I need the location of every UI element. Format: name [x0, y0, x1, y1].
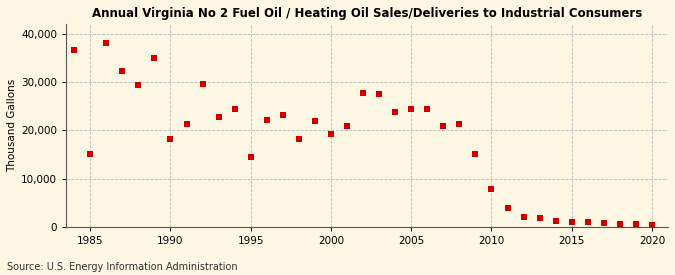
Point [149, 56, 160, 60]
Point [213, 115, 224, 119]
Point [342, 124, 352, 128]
Point [389, 110, 400, 115]
Point [181, 122, 192, 127]
Point [325, 132, 336, 136]
Point [566, 219, 577, 224]
Point [230, 106, 240, 111]
Point [406, 107, 416, 111]
Point [502, 205, 513, 210]
Point [374, 91, 385, 96]
Point [165, 137, 176, 141]
Point [261, 117, 272, 122]
Point [583, 220, 593, 224]
Point [294, 137, 304, 141]
Y-axis label: Thousand Gallons: Thousand Gallons [7, 79, 17, 172]
Point [486, 187, 497, 191]
Point [518, 215, 529, 219]
Point [470, 152, 481, 157]
Point [101, 41, 111, 45]
Point [647, 222, 657, 227]
Point [534, 216, 545, 221]
Point [630, 222, 641, 226]
Point [277, 113, 288, 117]
Point [85, 151, 96, 156]
Point [438, 124, 449, 129]
Point [550, 219, 561, 223]
Point [614, 221, 625, 226]
Point [422, 106, 433, 111]
Point [133, 83, 144, 87]
Point [117, 69, 128, 73]
Point [197, 82, 208, 87]
Point [599, 221, 610, 225]
Point [310, 119, 321, 123]
Title: Annual Virginia No 2 Fuel Oil / Heating Oil Sales/Deliveries to Industrial Consu: Annual Virginia No 2 Fuel Oil / Heating … [92, 7, 642, 20]
Point [454, 122, 465, 127]
Text: Source: U.S. Energy Information Administration: Source: U.S. Energy Information Administ… [7, 262, 238, 272]
Point [358, 91, 369, 95]
Point [69, 47, 80, 52]
Point [245, 155, 256, 159]
